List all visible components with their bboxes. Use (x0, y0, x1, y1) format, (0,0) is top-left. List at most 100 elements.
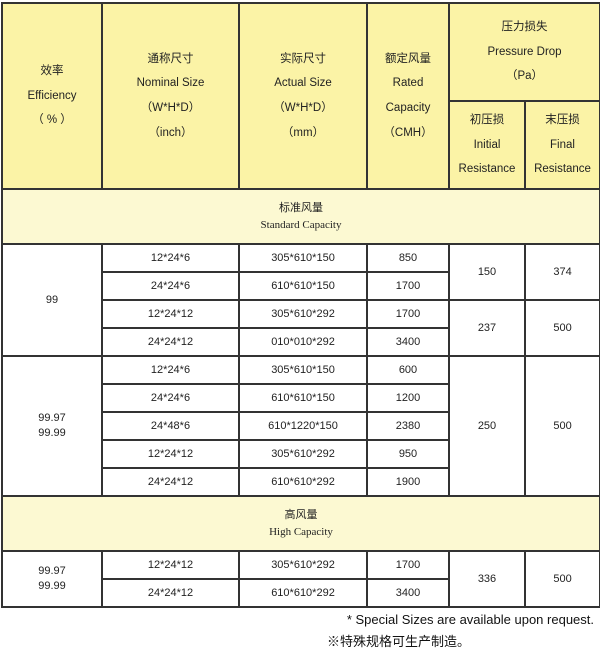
header-line: 压力损失 (501, 21, 548, 34)
rated-cell: 1700 (366, 298, 450, 329)
table-row: 99.97 99.99 12*24*12 305*610*292 1700 336 500 (1, 549, 600, 608)
header-nominal-size: 通称尺寸 Nominal Size （W*H*D） （inch） (101, 2, 240, 190)
rated-cell: 600 (366, 354, 450, 385)
section-header: 标准风量 Standard Capacity (0, 187, 600, 245)
efficiency-cell: 99 (1, 242, 103, 357)
header-line: Nominal Size (136, 77, 205, 90)
rated-cell: 1700 (366, 549, 450, 580)
table-row: 24*48*6 610*1220*150 2380 (2, 410, 600, 441)
table-row: 24*24*12 610*610*292 1900 (2, 466, 600, 497)
efficiency-value: 99.99 (38, 427, 66, 440)
table-row: 24*24*12 610*610*292 3400 (2, 577, 600, 608)
header-line: 末压损 (545, 114, 580, 126)
nominal-cell: 12*24*6 (101, 242, 240, 273)
nominal-cell: 24*24*6 (101, 382, 240, 413)
header-rated-capacity: 额定风量 Rated Capacity （CMH） (366, 2, 450, 190)
rated-cell: 3400 (366, 577, 450, 608)
nominal-cell: 24*24*12 (101, 577, 240, 608)
actual-cell: 610*610*150 (238, 382, 368, 413)
header-pressure-drop: 压力损失 Pressure Drop （Pa） (447, 2, 600, 102)
section-row: 标准风量 Standard Capacity (0, 187, 600, 245)
rated-cell: 2380 (366, 410, 450, 441)
actual-cell: 305*610*150 (238, 242, 368, 273)
actual-cell: 610*610*150 (238, 270, 368, 301)
header-line: Rated (392, 77, 424, 90)
section-title-cn: 高风量 (284, 508, 318, 521)
efficiency-value: 99.99 (38, 580, 66, 593)
header-efficiency: 效率 Efficiency （ % ） (1, 2, 103, 190)
efficiency-value: 99.97 (38, 412, 66, 425)
final-resistance-cell: 374 (523, 242, 600, 301)
table-row: 24*24*6 610*610*150 1700 (2, 270, 600, 301)
table-row: 99 12*24*6 305*610*150 850 150 374 (1, 242, 600, 357)
header-line: Pressure Drop (487, 45, 562, 58)
section-title-en: Standard Capacity (260, 218, 342, 231)
final-resistance-cell: 500 (523, 549, 600, 608)
note-special-sizes: * Special Sizes are available upon reque… (346, 612, 594, 627)
section-title-cn: 标准风量 (279, 201, 323, 214)
header-line: （mm） (281, 126, 325, 139)
header-line: 通称尺寸 (147, 52, 194, 65)
header-line: Capacity (385, 101, 431, 114)
rated-cell: 1900 (366, 466, 450, 497)
rated-cell: 1200 (366, 382, 450, 413)
header-line: Actual Size (274, 77, 332, 90)
initial-resistance-cell: 250 (448, 354, 526, 497)
initial-resistance-cell: 336 (448, 549, 526, 608)
section-row: 高风量 High Capacity (0, 494, 600, 552)
efficiency-value: 99 (45, 293, 59, 306)
header-line: 实际尺寸 (280, 52, 326, 65)
nominal-cell: 24*24*6 (101, 270, 240, 301)
header-final-resistance: 末压损 Final Resistance (523, 100, 600, 190)
table-row: 12*24*12 305*610*292 950 (2, 438, 600, 469)
header-line: Resistance (534, 163, 591, 176)
header-line: 初压损 (469, 114, 505, 126)
actual-cell: 305*610*292 (238, 438, 368, 469)
nominal-cell: 24*24*12 (101, 466, 240, 497)
initial-resistance-cell: 237 (448, 298, 526, 357)
nominal-cell: 24*24*12 (101, 326, 240, 357)
header-line: Final (550, 138, 575, 151)
header-line: 额定风量 (385, 52, 431, 65)
actual-cell: 305*610*292 (238, 298, 368, 329)
header-line: Resistance (458, 163, 516, 176)
final-resistance-cell: 500 (523, 354, 600, 497)
header-line: （W*H*D） (140, 101, 201, 114)
rated-cell: 950 (366, 438, 450, 469)
actual-cell: 610*610*292 (238, 466, 368, 497)
actual-cell: 610*1220*150 (238, 410, 368, 441)
table-row: 24*24*6 610*610*150 1200 (2, 382, 600, 413)
header-line: Efficiency (27, 89, 77, 102)
actual-cell: 305*610*150 (238, 354, 368, 385)
table-row: 99.97 99.99 12*24*6 305*610*150 600 250 500 (1, 354, 600, 497)
spec-table: 效率 Efficiency （ % ） 通称尺寸 Nominal Size （W*H*D… (0, 2, 600, 608)
nominal-cell: 12*24*6 (101, 354, 240, 385)
nominal-cell: 24*48*6 (101, 410, 240, 441)
nominal-cell: 12*24*12 (101, 298, 240, 329)
header-line: （Pa） (505, 70, 544, 83)
section-header: 高风量 High Capacity (0, 494, 600, 552)
header-line: 效率 (40, 65, 64, 77)
actual-cell: 305*610*292 (238, 549, 368, 580)
nominal-cell: 12*24*12 (101, 549, 240, 580)
table-row: 24*24*12 010*010*292 3400 (2, 326, 600, 357)
section-title-en: High Capacity (269, 525, 333, 538)
actual-cell: 010*010*292 (238, 326, 368, 357)
header-line: （W*H*D） (273, 101, 333, 114)
header-initial-resistance: 初压损 Initial Resistance (448, 100, 526, 190)
header-actual-size: 实际尺寸 Actual Size （W*H*D） （mm） (238, 2, 368, 190)
header-line: （ % ） (32, 114, 72, 127)
nominal-cell: 12*24*12 (101, 438, 240, 469)
final-resistance-cell: 500 (523, 298, 600, 357)
actual-cell: 610*610*292 (238, 577, 368, 608)
rated-cell: 1700 (366, 270, 450, 301)
note-special-sizes-cn: ※特殊规格可生产制造。 (326, 634, 470, 649)
efficiency-value: 99.97 (38, 565, 66, 578)
rated-cell: 3400 (366, 326, 450, 357)
initial-resistance-cell: 150 (448, 242, 526, 301)
table-row: 12*24*12 305*610*292 1700 237 500 (2, 298, 600, 357)
header-line: Initial (473, 138, 501, 151)
rated-cell: 850 (366, 242, 450, 273)
header-line: （CMH） (383, 126, 433, 139)
header-line: （inch） (148, 126, 193, 139)
